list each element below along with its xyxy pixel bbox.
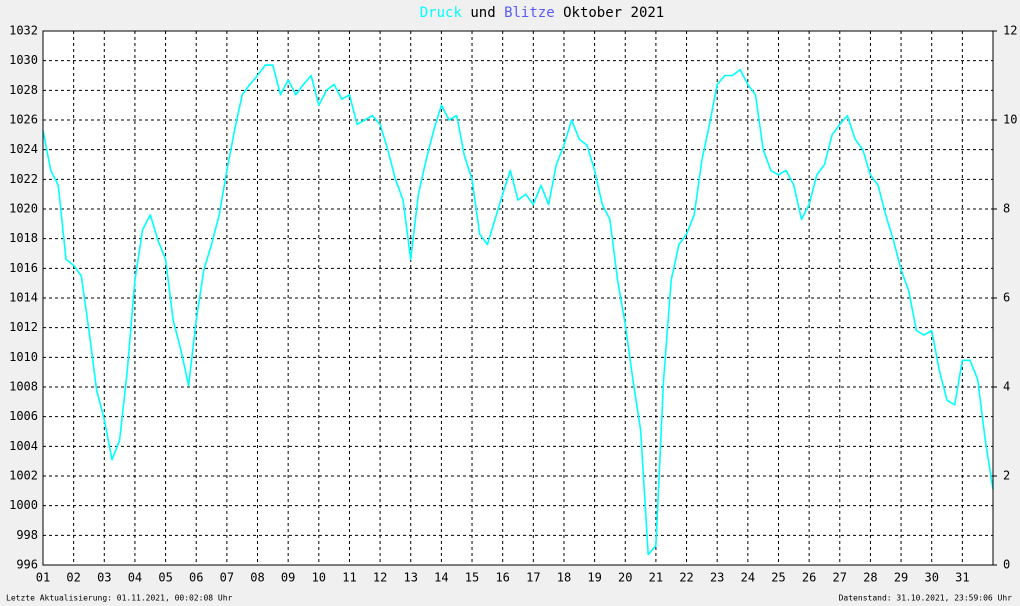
- x-tick-label: 21: [649, 571, 663, 585]
- y2-tick-label: 2: [1003, 469, 1010, 483]
- y2-tick-label: 10: [1003, 113, 1017, 127]
- y-tick-label: 1016: [9, 261, 38, 275]
- y-tick-label: 1028: [9, 83, 38, 97]
- x-tick-label: 04: [128, 571, 142, 585]
- x-tick-label: 31: [955, 571, 969, 585]
- y-tick-label: 996: [16, 558, 38, 572]
- y-tick-label: 1030: [9, 53, 38, 67]
- y-tick-label: 1010: [9, 350, 38, 364]
- x-tick-label: 09: [281, 571, 295, 585]
- x-tick-label: 24: [741, 571, 755, 585]
- y-tick-label: 1008: [9, 380, 38, 394]
- x-tick-label: 27: [833, 571, 847, 585]
- y-tick-label: 1022: [9, 172, 38, 186]
- y-tick-label: 1032: [9, 24, 38, 38]
- x-tick-label: 17: [526, 571, 540, 585]
- x-tick-label: 26: [802, 571, 816, 585]
- x-tick-label: 07: [220, 571, 234, 585]
- y-tick-label: 1006: [9, 409, 38, 423]
- y-tick-label: 1000: [9, 498, 38, 512]
- x-tick-label: 10: [312, 571, 326, 585]
- plot-border: [42, 30, 994, 566]
- y-tick-label: 1026: [9, 113, 38, 127]
- x-tick-label: 18: [557, 571, 571, 585]
- marks: [42, 64, 994, 556]
- title-part: und: [470, 5, 495, 21]
- x-tick-label: 03: [97, 571, 111, 585]
- chart-title: Druck und Blitze Oktober 2021: [420, 5, 665, 21]
- y-tick-label: 1024: [9, 142, 38, 156]
- x-tick-label: 20: [618, 571, 632, 585]
- x-tick-label: 25: [771, 571, 785, 585]
- title-part: Oktober 2021: [563, 5, 664, 21]
- y2-tick-label: 4: [1003, 380, 1010, 394]
- x-tick-label: 29: [894, 571, 908, 585]
- y-tick-label: 1020: [9, 202, 38, 216]
- x-tick-label: 16: [495, 571, 509, 585]
- footer-left: Letzte Aktualisierung: 01.11.2021, 00:02…: [6, 594, 233, 603]
- y-tick-label: 1004: [9, 439, 38, 453]
- x-tick-label: 22: [679, 571, 693, 585]
- y-tick-label: 1012: [9, 320, 38, 334]
- x-tick-label: 13: [404, 571, 418, 585]
- x-tick-label: 02: [66, 571, 80, 585]
- y2-tick-label: 6: [1003, 291, 1010, 305]
- title-part: Druck: [420, 5, 463, 21]
- x-tick-label: 30: [924, 571, 938, 585]
- x-tick-label: 08: [250, 571, 264, 585]
- x-tick-label: 19: [587, 571, 601, 585]
- y2-tick-label: 12: [1003, 24, 1017, 38]
- x-tick-label: 06: [189, 571, 203, 585]
- x-tick-label: 05: [158, 571, 172, 585]
- x-tick-label: 12: [373, 571, 387, 585]
- x-tick-label: 14: [434, 571, 448, 585]
- title-part: Blitze: [504, 5, 555, 21]
- grid: [42, 30, 997, 566]
- x-tick-label: 23: [710, 571, 724, 585]
- x-tick-label: 15: [465, 571, 479, 585]
- x-tick-label: 01: [36, 571, 50, 585]
- y2-tick-label: 0: [1003, 558, 1010, 572]
- y2-tick-label: 8: [1003, 202, 1010, 216]
- y-tick-label: 1002: [9, 469, 38, 483]
- line: [42, 64, 994, 556]
- y-tick-label: 998: [16, 528, 38, 542]
- footer-right: Datenstand: 31.10.2021, 23:59:06 Uhr: [839, 594, 1013, 603]
- y-tick-label: 1018: [9, 231, 38, 245]
- y-tick-label: 1014: [9, 291, 38, 305]
- x-tick-label: 11: [342, 571, 356, 585]
- x-tick-label: 28: [863, 571, 877, 585]
